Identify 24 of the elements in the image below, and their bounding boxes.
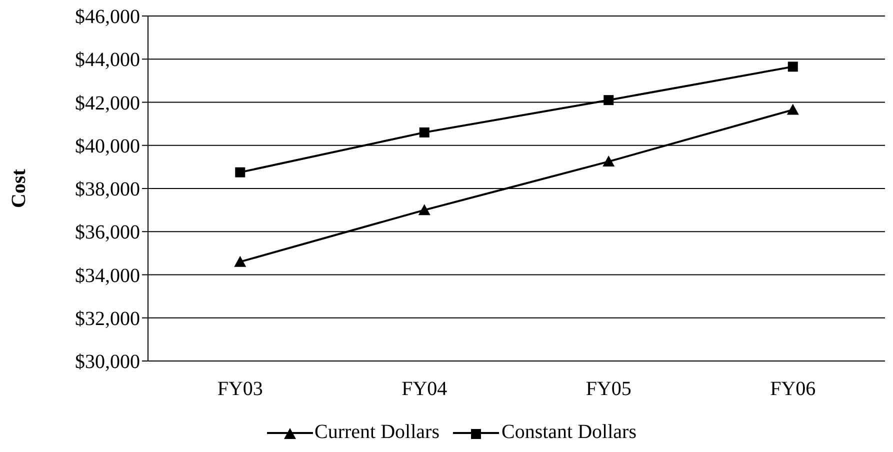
point — [234, 256, 246, 267]
y-tick-label: $44,000 — [75, 49, 140, 72]
x-tick-label: FY03 — [217, 378, 263, 400]
y-tick-label: $32,000 — [75, 308, 140, 330]
y-tick-label: $40,000 — [75, 135, 140, 158]
point — [602, 156, 615, 167]
point — [604, 95, 614, 106]
y-tick-label: $36,000 — [75, 222, 140, 244]
x-tick-label: FY06 — [770, 378, 816, 400]
y-tick-label: $34,000 — [75, 264, 140, 287]
legend-label: Constant Dollars — [500, 421, 636, 444]
y-tick-label: $46,000 — [75, 6, 140, 28]
y-axis-title: Cost — [8, 168, 30, 208]
point — [788, 62, 798, 72]
x-tick-label: FY04 — [402, 378, 448, 400]
x-tick-label: FY05 — [586, 378, 632, 400]
point — [419, 127, 430, 138]
point — [418, 204, 430, 216]
y-tick-label: $38,000 — [75, 178, 140, 201]
legend-label: Current Dollars — [314, 421, 440, 444]
y-tick-label: $30,000 — [75, 351, 140, 374]
y-tick-label: $42,000 — [75, 92, 140, 114]
point — [235, 167, 246, 178]
point — [786, 104, 799, 115]
